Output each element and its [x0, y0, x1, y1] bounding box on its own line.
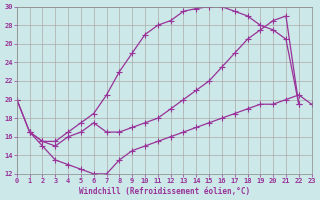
X-axis label: Windchill (Refroidissement éolien,°C): Windchill (Refroidissement éolien,°C) [79, 187, 250, 196]
